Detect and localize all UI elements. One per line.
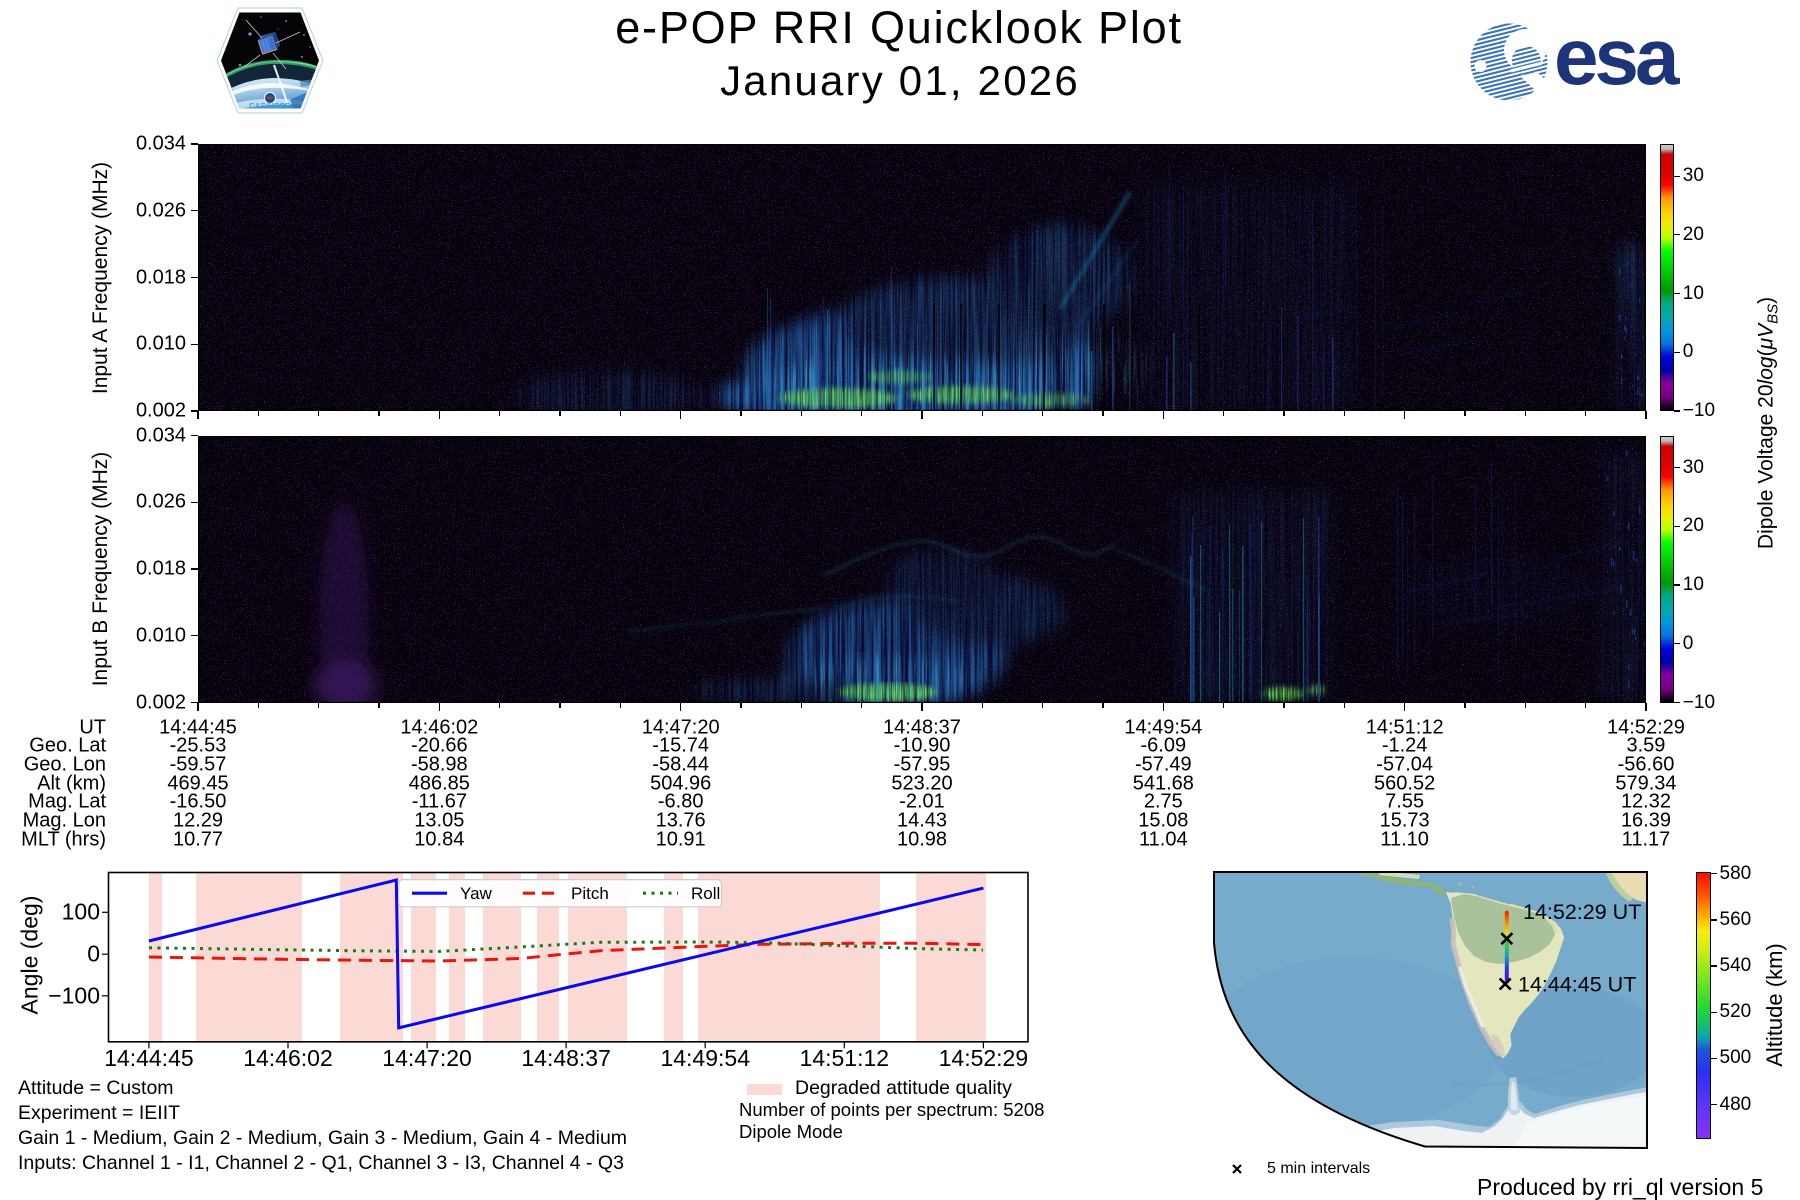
svg-text:esa: esa — [1554, 20, 1680, 101]
svg-text:Yaw: Yaw — [460, 884, 493, 903]
svg-text:Pitch: Pitch — [571, 884, 609, 903]
svg-text:14:52:29 UT: 14:52:29 UT — [1523, 900, 1641, 924]
svg-text:CASSIOPE: CASSIOPE — [249, 101, 290, 110]
svg-text:Roll: Roll — [691, 884, 720, 903]
svg-text:14:44:45 UT: 14:44:45 UT — [1518, 973, 1636, 997]
